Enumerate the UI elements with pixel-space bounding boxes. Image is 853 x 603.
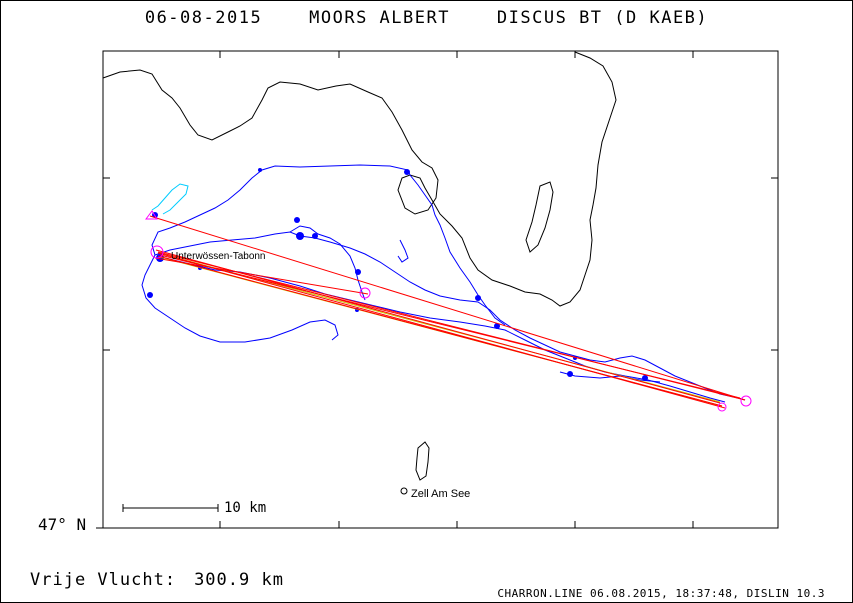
free-flight-distance: 300.9 km [194,570,284,590]
task-line-3 [157,255,723,407]
free-flight-label: Vrije Vlucht: [30,570,177,590]
border-line [102,51,617,307]
latitude-label: 47° N [38,515,87,534]
turnpoint-3 [717,402,727,412]
task-line-4 [155,249,721,404]
footer-info: CHARRON.LINE 06.08.2015, 18:37:48, DISLI… [497,587,825,600]
task-line-1 [149,215,746,401]
cluster-3 [296,232,304,240]
track-segment-5 [289,225,366,301]
start-circle [150,245,164,259]
track-segment-4 [164,257,726,403]
track-segment-3 [141,254,339,343]
lake-upper [525,181,554,253]
cluster-6 [258,168,262,172]
title-glider: DISCUS BT (D KAEB) [496,8,709,28]
turnpoint-2 [740,395,752,407]
free-flight-summary: Vrije Vlucht: 300.9 km [30,570,284,590]
title-date: 06-08-2015 [144,8,263,28]
turnpoint-1 [359,287,371,299]
flight-track [141,164,746,403]
cluster-5 [404,169,410,175]
turnpoints [145,210,752,412]
cluster-9 [475,295,481,301]
track-segment-1 [151,164,506,326]
cluster-7 [355,269,361,275]
lake-zell [415,441,430,481]
task-lines [149,215,746,409]
axis-ticks [96,51,778,529]
place-marker-icon [400,487,408,495]
cluster-14 [147,292,153,298]
track-segment-2 [154,231,746,401]
cluster-13 [642,375,648,381]
track-start-segment [151,183,189,215]
plot-frame [102,50,779,529]
start-triangle [145,210,158,220]
flight-title: 06-08-2015 MOORS ALBERT DISCUS BT (D KAE… [0,8,853,28]
scale-label: 10 km [224,500,267,516]
cluster-10 [494,323,500,329]
task-line-7 [157,252,726,409]
cluster-4 [312,233,318,239]
cluster-2 [294,217,300,223]
track-segment-6 [397,239,409,263]
task-line-6 [154,257,369,295]
title-pilot: MOORS ALBERT [309,8,450,28]
scale-bar [122,504,219,512]
task-line-5 [159,254,741,399]
start-label: Unterwössen-Tabonn [171,251,266,262]
place-label: Zell Am See [411,488,471,500]
cluster-11 [567,371,573,377]
thermal-clusters [147,168,648,381]
